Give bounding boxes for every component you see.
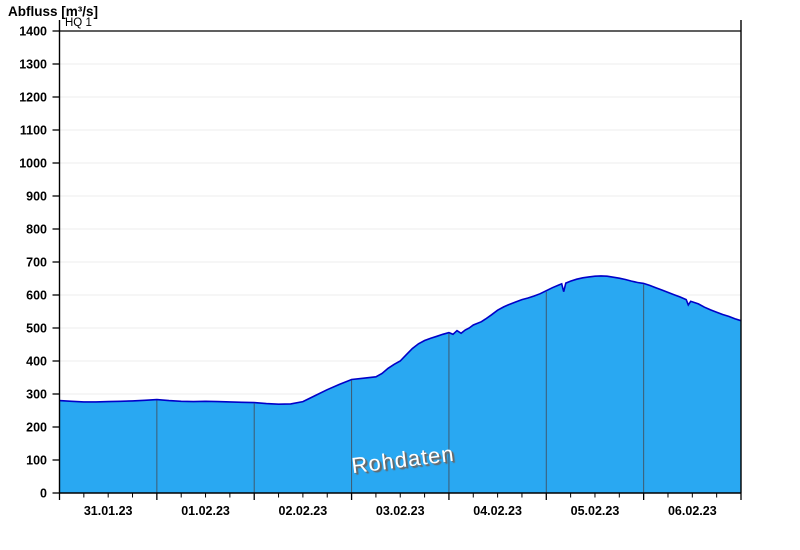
svg-text:600: 600: [26, 289, 47, 303]
svg-text:100: 100: [26, 454, 47, 468]
area-series: [59, 275, 742, 493]
svg-text:06.02.23: 06.02.23: [668, 504, 717, 518]
svg-text:900: 900: [26, 190, 47, 204]
svg-text:0: 0: [40, 487, 47, 501]
svg-text:400: 400: [26, 355, 47, 369]
day-divider-lines: [156, 284, 645, 493]
y-axis-ticks: 0 100 200 300 400 500 600 700 800 900 1000 1100 1200…: [19, 25, 60, 501]
svg-text:200: 200: [26, 421, 47, 435]
svg-text:02.02.23: 02.02.23: [279, 504, 328, 518]
svg-text:1200: 1200: [19, 91, 47, 105]
svg-text:500: 500: [26, 322, 47, 336]
svg-text:03.02.23: 03.02.23: [376, 504, 425, 518]
svg-text:05.02.23: 05.02.23: [571, 504, 620, 518]
svg-text:1100: 1100: [20, 124, 47, 138]
discharge-line: [59, 275, 742, 406]
svg-text:1300: 1300: [19, 58, 47, 72]
svg-text:700: 700: [26, 256, 47, 270]
svg-text:1400: 1400: [19, 25, 47, 39]
svg-text:1000: 1000: [19, 157, 47, 171]
chart-title: Abfluss [m³/s]: [8, 4, 99, 19]
svg-text:800: 800: [26, 223, 47, 237]
hq1-marker-label: HQ 1: [65, 17, 92, 29]
svg-text:300: 300: [26, 388, 47, 402]
x-axis-ticks: 31.01.23 01.02.23 02.02.23 03.02.23 04.02.23…: [58, 493, 742, 518]
svg-text:01.02.23: 01.02.23: [181, 504, 230, 518]
svg-text:04.02.23: 04.02.23: [473, 504, 522, 518]
svg-text:31.01.23: 31.01.23: [84, 504, 133, 518]
discharge-area-fill: [59, 275, 741, 493]
